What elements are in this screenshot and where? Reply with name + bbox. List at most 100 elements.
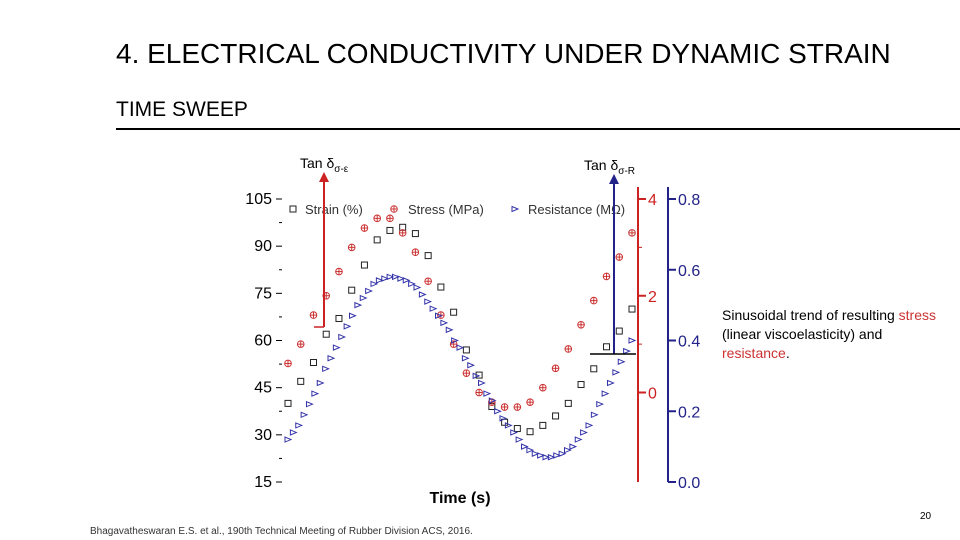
resistance-point bbox=[461, 354, 470, 362]
strain-tick-label: 60 bbox=[254, 333, 272, 350]
strain-point bbox=[297, 377, 305, 385]
strain-point bbox=[603, 343, 611, 351]
resistance-point bbox=[316, 379, 325, 387]
strain-tick-label: 30 bbox=[254, 427, 272, 444]
resistance-point bbox=[483, 390, 492, 397]
stress-point bbox=[462, 369, 471, 377]
resistance-point bbox=[440, 319, 449, 327]
stress-point bbox=[373, 214, 381, 223]
strain-point bbox=[373, 236, 381, 244]
resistance-tick-label: 0.0 bbox=[678, 475, 700, 492]
stress-point bbox=[500, 403, 509, 411]
strain-tick-label: 45 bbox=[254, 380, 272, 397]
resistance-point bbox=[574, 436, 583, 443]
resistance-tick-label: 0.2 bbox=[678, 404, 700, 421]
stress-point bbox=[411, 248, 420, 257]
resistance-point bbox=[612, 369, 621, 376]
resistance-point bbox=[284, 436, 293, 443]
resistance-point bbox=[499, 415, 508, 422]
legend-resistance-marker bbox=[511, 205, 520, 213]
slide-title: 4. ELECTRICAL CONDUCTIVITY UNDER DYNAMIC… bbox=[116, 38, 891, 69]
stress-point bbox=[513, 403, 522, 411]
resistance-point bbox=[569, 443, 578, 450]
legend-stress-marker bbox=[390, 205, 398, 213]
note-stress: stress bbox=[898, 307, 937, 323]
stress-point bbox=[360, 224, 369, 232]
stress-tick-label: 2 bbox=[648, 289, 657, 306]
strain-point bbox=[552, 412, 560, 420]
resistance-point bbox=[558, 450, 567, 457]
resistance-point bbox=[332, 344, 341, 351]
resistance-point bbox=[375, 277, 384, 284]
strain-point bbox=[462, 346, 470, 354]
resistance-point bbox=[451, 337, 459, 344]
resistance-point bbox=[472, 372, 481, 380]
stress-point bbox=[386, 214, 394, 223]
tan-delta-stress-strain-label: Tan δσ-ε bbox=[300, 155, 348, 175]
stress-point bbox=[615, 253, 624, 261]
tan-delta-right-sub: σ-R bbox=[618, 165, 635, 177]
x-axis-label: Time (s) bbox=[429, 490, 490, 507]
stress-point bbox=[526, 398, 534, 406]
resistance-point bbox=[553, 452, 562, 459]
stress-point bbox=[577, 320, 585, 329]
resistance-point bbox=[381, 275, 390, 282]
stress-point bbox=[589, 296, 598, 305]
resistance-point bbox=[327, 354, 336, 362]
strain-point bbox=[360, 261, 368, 269]
resistance-point bbox=[295, 422, 304, 429]
resistance-point bbox=[617, 358, 626, 365]
note-resistance: resistance bbox=[722, 345, 786, 361]
stress-tick-label: 4 bbox=[648, 192, 657, 209]
stress-point bbox=[564, 345, 573, 353]
legend-stress-label: Stress (MPa) bbox=[408, 202, 484, 217]
note-pre: Sinusoidal trend of resulting bbox=[722, 307, 899, 323]
resistance-point bbox=[322, 365, 330, 373]
strain-point bbox=[424, 252, 432, 260]
legend-resistance-label: Resistance (MΩ) bbox=[528, 202, 625, 217]
stress-point bbox=[602, 272, 611, 281]
tan-delta-right-arrow-head bbox=[609, 174, 619, 184]
strain-tick-label: 105 bbox=[245, 191, 272, 208]
strain-tick-label: 75 bbox=[254, 285, 272, 302]
resistance-point bbox=[607, 379, 615, 387]
resistance-point bbox=[504, 422, 513, 429]
stress-point bbox=[539, 383, 547, 392]
strain-tick-label: 15 bbox=[254, 474, 272, 491]
resistance-point bbox=[424, 298, 433, 305]
resistance-point bbox=[623, 347, 631, 355]
resistance-point bbox=[418, 291, 427, 298]
resistance-point bbox=[494, 408, 502, 415]
resistance-tick-label: 0.4 bbox=[678, 334, 700, 351]
resistance-point bbox=[435, 312, 443, 319]
strain-point bbox=[411, 230, 419, 238]
strain-point bbox=[564, 399, 572, 407]
strain-point bbox=[386, 226, 394, 234]
resistance-point bbox=[386, 273, 395, 281]
tan-delta-left-main: Tan δ bbox=[300, 155, 335, 171]
resistance-point bbox=[542, 453, 551, 461]
strain-tick-label: 90 bbox=[254, 238, 272, 255]
page-number: 20 bbox=[920, 511, 932, 522]
strain-point bbox=[348, 286, 356, 294]
resistance-point bbox=[306, 400, 314, 408]
resistance-point bbox=[413, 284, 422, 291]
sinusoidal-note: Sinusoidal trend of resulting stress (li… bbox=[722, 306, 942, 363]
resistance-point bbox=[402, 277, 411, 284]
strain-point bbox=[590, 365, 598, 373]
resistance-point bbox=[580, 429, 588, 436]
resistance-point bbox=[510, 429, 519, 436]
stress-point bbox=[284, 359, 292, 368]
legend-strain-marker bbox=[289, 205, 297, 213]
stress-point bbox=[398, 229, 407, 237]
tan-delta-left-sub: σ-ε bbox=[334, 163, 349, 175]
resistance-point bbox=[585, 422, 594, 429]
strain-point bbox=[450, 308, 458, 316]
tan-delta-left-arrow-head bbox=[319, 172, 329, 182]
note-post: . bbox=[785, 345, 790, 361]
strain-point bbox=[577, 381, 585, 389]
resistance-point bbox=[547, 453, 556, 461]
chart-axes: 15 30 45 60 75 90 105 0 2 4 0.0 0.2 0.4 0.6 0.8 Time (s… bbox=[245, 187, 700, 507]
chart-marks bbox=[284, 205, 637, 461]
